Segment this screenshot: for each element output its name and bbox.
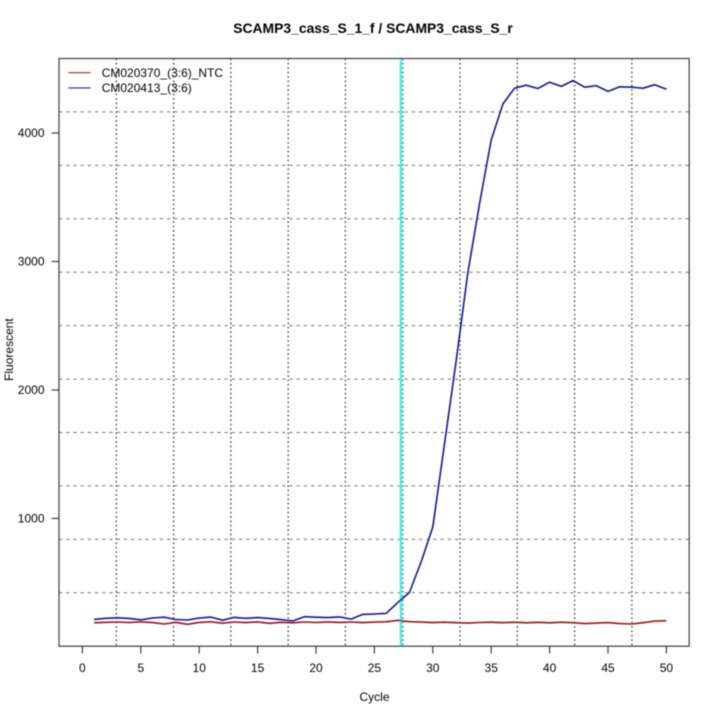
svg-text:CM020370_(3:6)_NTC: CM020370_(3:6)_NTC: [102, 66, 224, 80]
svg-text:40: 40: [543, 661, 557, 675]
svg-text:20: 20: [309, 661, 323, 675]
svg-text:0: 0: [79, 661, 86, 675]
svg-text:3000: 3000: [18, 255, 45, 269]
svg-text:SCAMP3_cass_S_1_f / SCAMP3_cas: SCAMP3_cass_S_1_f / SCAMP3_cass_S_r: [233, 20, 513, 36]
svg-text:35: 35: [485, 661, 499, 675]
svg-text:Cycle: Cycle: [359, 690, 389, 704]
svg-text:CM020413_(3:6): CM020413_(3:6): [102, 81, 192, 95]
svg-text:30: 30: [426, 661, 440, 675]
svg-text:5: 5: [137, 661, 144, 675]
svg-text:10: 10: [193, 661, 207, 675]
svg-text:45: 45: [601, 661, 615, 675]
svg-text:4000: 4000: [18, 126, 45, 140]
svg-text:Fluorescent: Fluorescent: [2, 318, 16, 381]
svg-text:50: 50: [660, 661, 674, 675]
svg-text:2000: 2000: [18, 383, 45, 397]
svg-text:25: 25: [368, 661, 382, 675]
svg-text:1000: 1000: [18, 512, 45, 526]
svg-text:15: 15: [251, 661, 265, 675]
